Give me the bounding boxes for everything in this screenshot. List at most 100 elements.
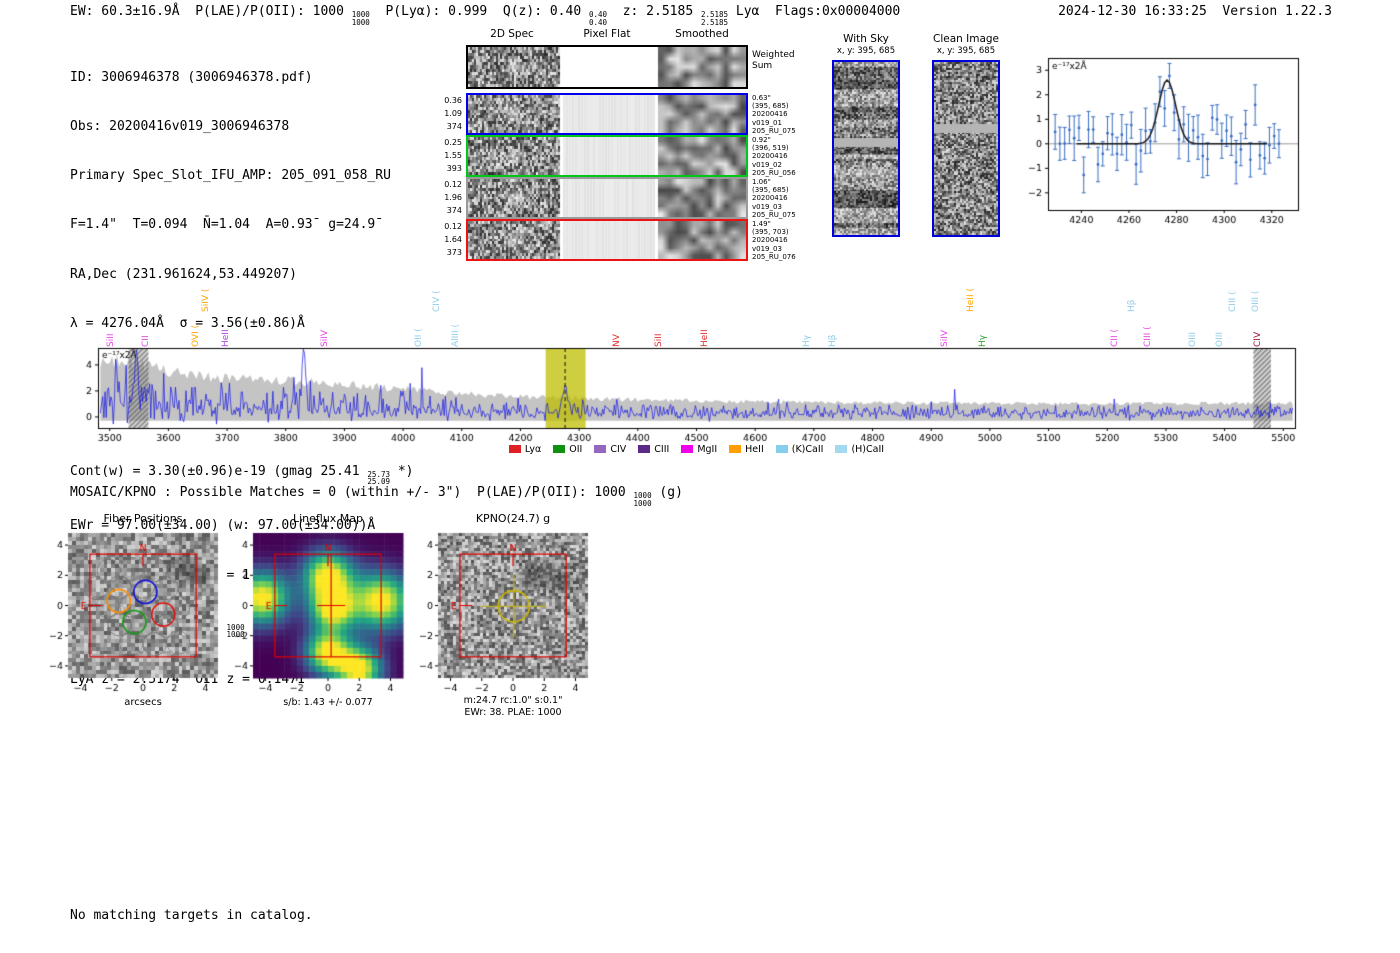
cutout-annotation-line: 20200416 — [752, 236, 788, 245]
cutout-row-images — [468, 179, 746, 217]
cutout-annotation-line: v019_01 — [752, 118, 782, 127]
emission-line-label: SiIV — [319, 329, 330, 347]
gmag-range-fraction: 25.73 25.09 — [367, 471, 390, 486]
cutout-annotation-line: 205_RU_075 — [752, 210, 796, 219]
header-flags: Lyα Flags:0x00004000 — [728, 4, 901, 19]
kpno-title: KPNO(24.7) g — [475, 512, 551, 525]
legend-swatch — [681, 445, 694, 453]
cutout-left-value: 393 — [446, 164, 462, 173]
qz-range-fraction: 0.40 0.40 — [589, 11, 607, 26]
emission-line-label: CII — [140, 335, 151, 347]
header-datetime-version: 2024-12-30 16:33:25 Version 1.22.3 — [1058, 4, 1332, 19]
fraction-top: 25.73 — [367, 469, 390, 479]
cutout-row-left-labels: 0.12 1.96 374 — [436, 178, 462, 217]
cutout-annotation-line: 0.92" — [752, 136, 771, 144]
fraction-bottom: 25.09 — [367, 477, 390, 487]
cutout-row-left-labels: 0.12 1.64 373 — [436, 220, 462, 259]
cutout-annotation-line: 20200416 — [752, 194, 788, 203]
emission-line-label: CII ( — [1110, 329, 1121, 347]
cutout-row-left-labels: 0.36 1.09 374 — [436, 94, 462, 133]
info-id: ID: 3006946378 (3006946378.pdf) — [70, 69, 313, 85]
emission-line-label: OIII — [1188, 331, 1199, 347]
with-sky-image-frame — [832, 60, 900, 237]
legend-swatch — [775, 445, 788, 453]
legend-swatch — [553, 445, 566, 453]
clean-image — [934, 62, 998, 235]
cutout-row-strip — [466, 219, 748, 261]
kpno-image-map — [398, 530, 594, 704]
cutout-left-value: 1.55 — [444, 151, 462, 160]
legend-item: CIII — [638, 444, 669, 455]
info-primary-ifu: Primary Spec_Slot_IFU_AMP: 205_091_058_R… — [70, 168, 391, 184]
fiber-positions-title: Fiber Positions — [103, 512, 183, 525]
cutout-row-annotation: 0.92" (396, 519) 20200416 v019_02 205_RU_056 — [752, 136, 812, 177]
legend-label: OII — [569, 444, 583, 455]
fiber-positions-map — [28, 530, 224, 704]
emission-line-label: HeII — [699, 329, 710, 347]
legend-item: (K)CaII — [775, 444, 823, 455]
column-header-smoothed: Smoothed — [675, 28, 729, 40]
legend-item: MgII — [681, 444, 717, 455]
column-header-pixel-flat: Pixel Flat — [583, 28, 631, 40]
weighted-sum-label: Weighted Sum — [752, 50, 812, 72]
z-range-fraction: 2.5185 2.5185 — [701, 11, 728, 26]
with-sky-coords: x, y: 395, 685 — [836, 46, 896, 56]
footer-line-1: No matching targets in catalog. — [70, 907, 313, 923]
cutout-row-images — [468, 137, 746, 175]
cutout-annotation-line: v019_03 — [752, 244, 782, 253]
cutout-left-value: 374 — [446, 206, 462, 215]
legend-label: Lyα — [524, 444, 542, 455]
info-cont-w: Cont(w) = 3.30(±0.96)e-19 (gmag 25.41 25… — [70, 463, 414, 487]
cutout-left-value: 0.25 — [444, 138, 462, 147]
emission-line-label: Hγ — [802, 334, 813, 347]
emission-line-label: SiIV — [940, 329, 951, 347]
clean-image-title: Clean Image — [932, 33, 1000, 45]
cutout-annotation-line: 1.49" — [752, 220, 771, 228]
cutout-left-value: 373 — [446, 248, 462, 257]
fiber-xlabel: arcsecs — [124, 697, 162, 708]
info-obs: Obs: 20200416v019_3006946378 — [70, 119, 290, 135]
legend-item: Lyα — [508, 444, 542, 455]
legend-swatch — [638, 445, 651, 453]
cutout-left-value: 0.12 — [444, 222, 462, 231]
clean-image-coords: x, y: 395, 685 — [936, 46, 996, 56]
emission-line-label: Hβ — [827, 334, 838, 347]
emission-line-label: HeII ( — [965, 288, 976, 312]
column-header-2d-spec: 2D Spec — [490, 28, 534, 40]
kpno-caption-1: m:24.7 rc:1.0" s:0.1" — [463, 695, 563, 706]
cutout-left-value: 0.12 — [444, 180, 462, 189]
emission-line-label: HeII — [221, 329, 232, 347]
fraction-top: 1000 — [351, 10, 370, 19]
cutout-left-value: 1.96 — [444, 193, 462, 202]
emission-line-label: OII ( — [414, 328, 425, 347]
emission-line-label: CIV ( — [432, 290, 442, 312]
emission-line-label: SiIV ( — [200, 288, 211, 312]
cutout-row-strip — [466, 93, 748, 135]
line-fit-plot — [1014, 52, 1306, 228]
emission-line-label: OIII — [1214, 331, 1225, 347]
legend-swatch — [508, 445, 521, 453]
footer-notes: No matching targets in catalog. Row inte… — [70, 875, 313, 953]
fraction-top: 2.5185 — [700, 10, 729, 19]
spectrum-legend: Lyα OII CIV CIII MgII HeII (K)CaII (H)CaII — [98, 444, 1295, 455]
emission-line-label: CIII ( — [1143, 326, 1154, 347]
lineflux-map-title: Lineflux Map — [292, 512, 364, 525]
cutout-left-value: 0.36 — [444, 96, 462, 105]
cutout-annotation-line: 20200416 — [752, 152, 788, 161]
legend-swatch — [835, 445, 848, 453]
legend-label: (H)CaII — [851, 444, 885, 455]
emission-line-label: Hγ — [977, 334, 988, 347]
emission-line-label: CIV — [1252, 331, 1263, 347]
fraction-bottom: 1000 — [351, 17, 370, 27]
cutout-annotation-line: Sum — [752, 61, 773, 71]
info-ra-dec: RA,Dec (231.961624,53.449207) — [70, 266, 297, 282]
lineflux-map — [213, 530, 409, 704]
emission-line-label: SiII — [105, 333, 116, 347]
fraction-top: 0.40 — [588, 10, 608, 19]
emission-line-label: NV — [612, 334, 623, 347]
legend-swatch — [729, 445, 742, 453]
cutout-left-value: 1.64 — [444, 235, 462, 244]
cutout-row-images — [468, 95, 746, 133]
emission-line-label: SiII — [654, 333, 665, 347]
